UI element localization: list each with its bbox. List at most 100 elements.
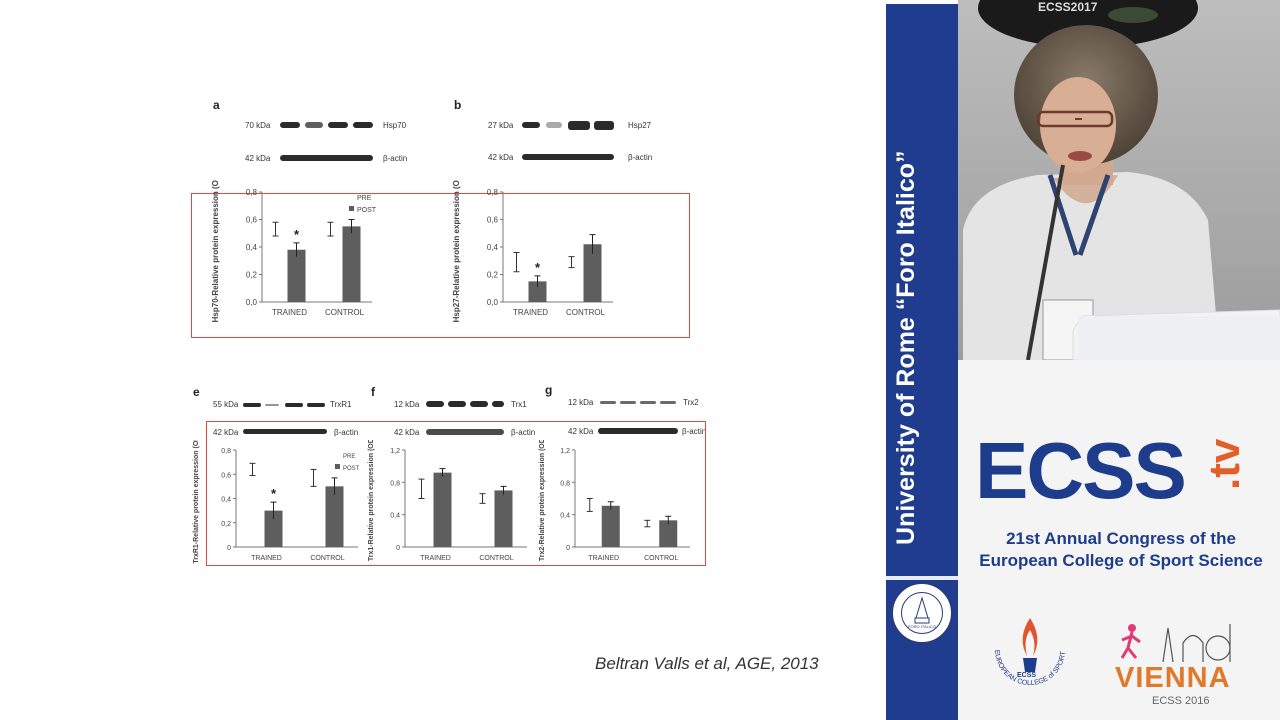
- y-tick-label: 0,4: [487, 243, 499, 252]
- x-tick-label: CONTROL: [325, 308, 365, 317]
- western-blot-trx2: 12 kDa Trx2: [568, 396, 728, 410]
- western-blot-trxr1: 55 kDa TrxR1: [213, 398, 373, 412]
- university-seal-logo: FORO ITALICO: [891, 582, 953, 644]
- legend-post: POST: [357, 207, 377, 214]
- legend-post-swatch: [335, 464, 340, 469]
- chart-trxr1: 0 0,2 0,4 0,6 0,8 TrxR1-Relative protein expr…: [193, 440, 360, 564]
- y-tick-label: 0,4: [390, 513, 400, 520]
- congress-line-1: 21st Annual Congress of the: [1006, 529, 1236, 548]
- y-tick-label: 0,4: [246, 243, 258, 252]
- congress-title: 21st Annual Congress of the European Col…: [972, 528, 1270, 572]
- panel-letter-g: g: [545, 383, 553, 397]
- panel-letter-b: b: [454, 98, 462, 112]
- y-tick-label: 0,2: [487, 271, 499, 280]
- legend-pre: PRE: [343, 454, 355, 460]
- blot-protein-label: β-actin: [334, 428, 359, 437]
- x-tick-label: TRAINED: [272, 308, 307, 317]
- western-blot-actin: 42 kDa β-actin: [245, 152, 425, 166]
- y-tick-label: 0,4: [221, 497, 231, 504]
- post-bar: [433, 472, 452, 547]
- congress-line-2: European College of Sport Science: [979, 551, 1263, 570]
- x-tick-label: CONTROL: [310, 555, 344, 562]
- x-tick-label: TRAINED: [513, 308, 548, 317]
- citation: Beltran Valls et al, AGE, 2013: [595, 654, 819, 673]
- vienna-title: VIENNA: [1115, 662, 1231, 694]
- post-bar: [528, 281, 547, 302]
- blot-protein-label: β-actin: [628, 153, 653, 162]
- y-tick-label: 0,6: [246, 216, 258, 225]
- y-tick-label: 0,8: [560, 480, 570, 487]
- western-blot-actin: 42 kDa β-actin: [394, 426, 554, 440]
- y-axis-label: Trx2-Relative protein expression (OD): [539, 440, 546, 561]
- seal-center-text: FORO ITALICO: [908, 624, 936, 629]
- y-tick-label: 1,2: [390, 448, 400, 455]
- y-tick-label: 0,0: [246, 298, 258, 307]
- post-bar: [342, 226, 361, 302]
- post-bar: [659, 520, 678, 547]
- post-bar: [494, 490, 513, 547]
- post-bar: [287, 249, 306, 302]
- western-blot-hsp27: 27 kDa Hsp27: [488, 119, 668, 133]
- significance-marker: *: [294, 227, 300, 242]
- chart-hsp27: 0,0 0,2 0,4 0,6 0,8 Hsp27-Relative protein ex…: [452, 180, 613, 322]
- chart-trx1: 0 0,4 0,8 1,2 Trx1-Relative protein expressi…: [368, 440, 527, 562]
- western-blot-hsp70: 70 kDa Hsp70: [245, 119, 425, 133]
- blot-protein-label: β-actin: [383, 154, 408, 163]
- blot-kda-label: 42 kDa: [568, 427, 594, 436]
- vienna-skyline-icon: [1118, 618, 1238, 663]
- blot-protein-label: β-actin: [682, 427, 707, 436]
- blot-kda-label: 42 kDa: [394, 428, 420, 437]
- backdrop-banner-text: ECSS2017: [1038, 0, 1098, 14]
- significance-marker: *: [535, 260, 541, 275]
- blot-kda-label: 42 kDa: [488, 153, 514, 162]
- blot-protein-label: TrxR1: [330, 400, 352, 409]
- y-tick-label: 0: [396, 545, 400, 552]
- blot-protein-label: Hsp27: [628, 121, 652, 130]
- chart-trx2: 0 0,4 0,8 1,2 Trx2-Relative protein expressi…: [539, 440, 690, 562]
- y-axis-label: Hsp70-Relative protein expression (OD): [211, 180, 220, 322]
- y-tick-label: 0,2: [246, 271, 258, 280]
- x-tick-label: TRAINED: [251, 555, 282, 562]
- y-tick-label: 0,2: [221, 521, 231, 528]
- y-tick-label: 0: [566, 545, 570, 552]
- vienna-subtitle: ECSS 2016: [1152, 695, 1210, 707]
- panel-letter-f: f: [371, 385, 375, 399]
- ecss-logo-center: ECSS: [1017, 672, 1037, 679]
- blot-protein-label: β-actin: [511, 428, 536, 437]
- blot-kda-label: 42 kDa: [213, 428, 239, 437]
- highlight-box-bottom: [206, 421, 706, 566]
- y-tick-label: 1,2: [560, 448, 570, 455]
- blot-protein-label: Hsp70: [383, 121, 407, 130]
- western-blot-actin: 42 kDa β-actin: [568, 425, 728, 439]
- legend-post-swatch: [349, 206, 354, 211]
- y-tick-label: 0,8: [390, 480, 400, 487]
- y-axis-label: TrxR1-Relative protein expression (OD): [193, 440, 200, 564]
- blot-protein-label: Trx1: [511, 400, 527, 409]
- post-bar: [583, 244, 602, 302]
- post-bar: [264, 510, 283, 547]
- ecss-tv-logo: ECSS: [975, 426, 1187, 515]
- ecss-tv-suffix: .tv: [1200, 438, 1249, 490]
- y-tick-label: 0: [227, 545, 231, 552]
- y-tick-label: 0,8: [221, 448, 231, 455]
- speaker-video-feed: ECSS2017: [958, 0, 1280, 360]
- blot-protein-label: Trx2: [683, 398, 699, 407]
- western-blot-trx1: 12 kDa Trx1: [394, 398, 554, 412]
- x-tick-label: CONTROL: [566, 308, 606, 317]
- blot-kda-label: 42 kDa: [245, 154, 271, 163]
- ecss-brand-panel: [958, 360, 1280, 720]
- x-tick-label: CONTROL: [644, 555, 678, 562]
- blot-kda-label: 12 kDa: [568, 398, 594, 407]
- blot-kda-label: 55 kDa: [213, 400, 239, 409]
- x-tick-label: TRAINED: [420, 555, 451, 562]
- chart-hsp70: 0,0 0,2 0,4 0,6 0,8 Hsp70-Relative protein ex…: [211, 180, 377, 322]
- post-bar: [325, 486, 344, 547]
- y-tick-label: 0,6: [487, 216, 499, 225]
- legend-post: POST: [343, 466, 360, 472]
- university-name: University of Rome “Foro Italico”: [892, 150, 920, 545]
- post-bar: [601, 505, 620, 547]
- presentation-slide: a 70 kDa Hsp70 42 kDa β-actin b 27 kDa H…: [191, 98, 819, 673]
- y-tick-label: 0,4: [560, 513, 570, 520]
- y-axis-label: Trx1-Relative protein expression (OD): [368, 440, 375, 561]
- significance-marker: *: [271, 486, 277, 501]
